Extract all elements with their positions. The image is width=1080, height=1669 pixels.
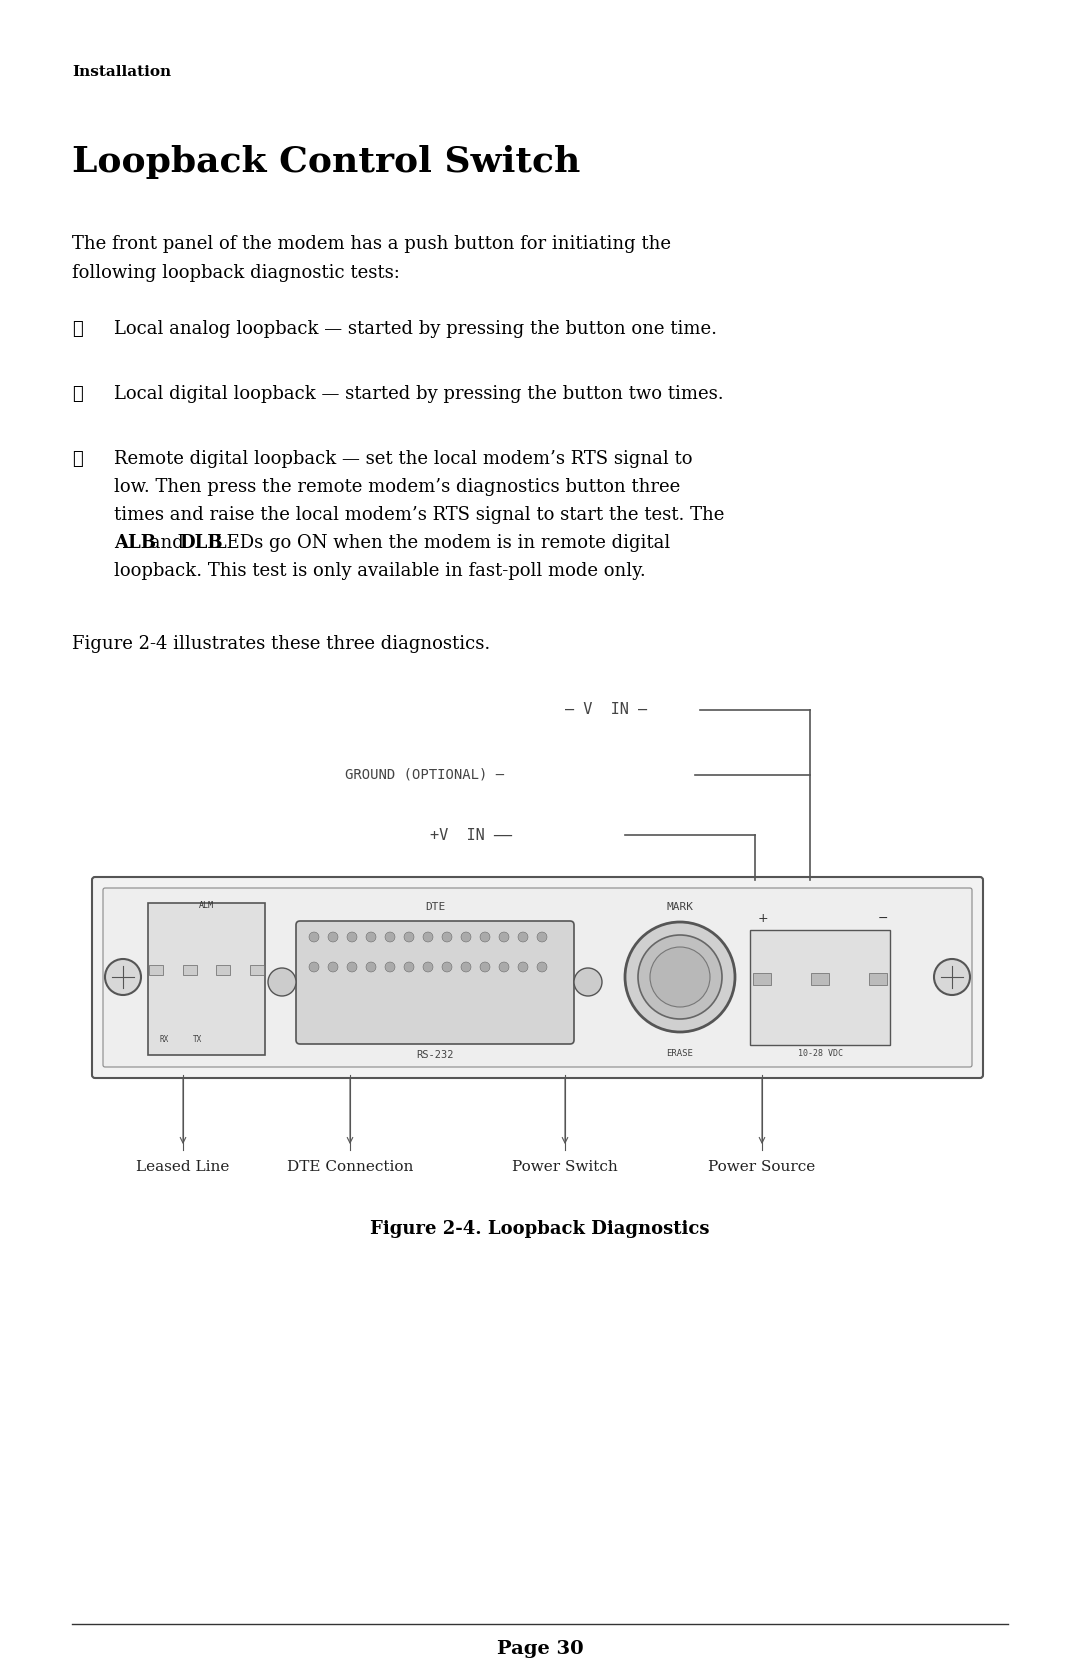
Text: GROUND (OPTIONAL) —: GROUND (OPTIONAL) — [345,768,504,783]
Bar [869,973,887,985]
Circle shape [309,931,319,941]
Text: ❖: ❖ [72,451,83,467]
Text: TX: TX [193,1035,202,1045]
Bar [249,965,264,975]
Text: ALB: ALB [114,534,156,552]
Circle shape [347,931,357,941]
Text: loopback. This test is only available in fast-poll mode only.: loopback. This test is only available in… [114,562,646,581]
FancyBboxPatch shape [750,930,890,1045]
Text: Power Switch: Power Switch [512,1160,618,1173]
Circle shape [499,931,509,941]
Circle shape [461,931,471,941]
Circle shape [384,931,395,941]
Text: Local digital loopback — started by pressing the button two times.: Local digital loopback — started by pres… [114,386,724,402]
Text: Loopback Control Switch: Loopback Control Switch [72,145,580,179]
Text: MARK: MARK [666,901,693,911]
Text: RS-232: RS-232 [416,1050,454,1060]
Text: ERASE: ERASE [666,1050,693,1058]
Circle shape [366,931,376,941]
Circle shape [480,961,490,971]
Text: Installation: Installation [72,65,171,78]
Circle shape [934,960,970,995]
Text: times and raise the local modem’s RTS signal to start the test. The: times and raise the local modem’s RTS si… [114,506,725,524]
Text: Page 30: Page 30 [497,1641,583,1657]
Bar [183,965,197,975]
Circle shape [328,961,338,971]
Bar [753,973,771,985]
Text: following loopback diagnostic tests:: following loopback diagnostic tests: [72,264,400,282]
Bar [811,973,829,985]
Circle shape [347,961,357,971]
Text: low. Then press the remote modem’s diagnostics button three: low. Then press the remote modem’s diagn… [114,477,680,496]
Bar [149,965,163,975]
Circle shape [573,968,602,996]
Text: DLB: DLB [179,534,222,552]
Text: 10-28 VDC: 10-28 VDC [797,1050,842,1058]
FancyBboxPatch shape [148,903,265,1055]
Circle shape [650,946,710,1006]
Text: −: − [878,911,889,925]
Circle shape [384,961,395,971]
Circle shape [423,961,433,971]
Text: Leased Line: Leased Line [136,1160,230,1173]
Text: DTE Connection: DTE Connection [287,1160,414,1173]
Circle shape [518,931,528,941]
Text: Local analog loopback — started by pressing the button one time.: Local analog loopback — started by press… [114,320,717,339]
Circle shape [518,961,528,971]
Text: ❖: ❖ [72,320,83,339]
Text: Power Source: Power Source [708,1160,815,1173]
Circle shape [537,961,546,971]
Bar [216,965,230,975]
Circle shape [442,961,453,971]
Text: Figure 2-4. Loopback Diagnostics: Figure 2-4. Loopback Diagnostics [370,1220,710,1238]
Circle shape [328,931,338,941]
Circle shape [461,961,471,971]
Circle shape [309,961,319,971]
Circle shape [442,931,453,941]
Circle shape [404,961,414,971]
Text: ALM: ALM [199,901,214,910]
Circle shape [268,968,296,996]
Circle shape [105,960,141,995]
Text: ❖: ❖ [72,386,83,402]
Text: +: + [758,911,769,925]
Text: RX: RX [160,1035,170,1045]
Circle shape [480,931,490,941]
Circle shape [499,961,509,971]
FancyBboxPatch shape [92,876,983,1078]
Circle shape [423,931,433,941]
Text: The front panel of the modem has a push button for initiating the: The front panel of the modem has a push … [72,235,671,254]
Text: Remote digital loopback — set the local modem’s RTS signal to: Remote digital loopback — set the local … [114,451,692,467]
Text: +V  IN ——: +V IN —— [430,828,512,843]
Text: Figure 2-4 illustrates these three diagnostics.: Figure 2-4 illustrates these three diagn… [72,634,490,653]
Circle shape [404,931,414,941]
FancyBboxPatch shape [296,921,573,1045]
Circle shape [625,921,735,1031]
Circle shape [366,961,376,971]
Text: and: and [144,534,189,552]
FancyBboxPatch shape [103,888,972,1066]
Text: — V  IN —: — V IN — [565,703,647,718]
Circle shape [537,931,546,941]
Circle shape [638,935,723,1020]
Text: LEDs go ON when the modem is in remote digital: LEDs go ON when the modem is in remote d… [210,534,671,552]
Text: DTE: DTE [424,901,445,911]
